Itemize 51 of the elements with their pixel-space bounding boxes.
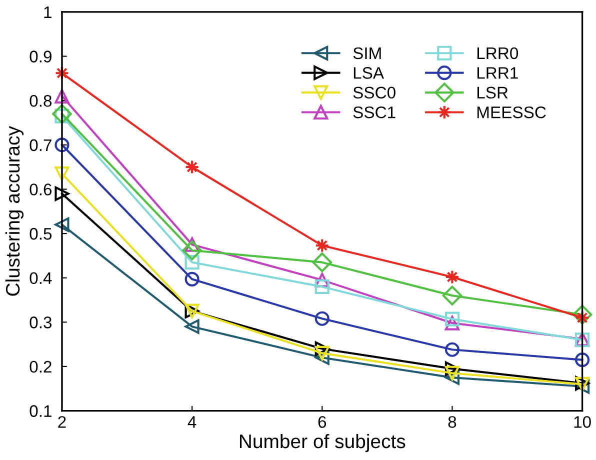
point xyxy=(444,316,460,330)
point xyxy=(314,311,330,326)
x-tick-label: 8 xyxy=(448,416,456,428)
legend-label: LSR xyxy=(477,86,508,99)
point xyxy=(444,366,460,380)
point xyxy=(572,304,592,325)
point xyxy=(314,279,330,294)
point xyxy=(444,370,460,385)
y-axis-title: Clustering accuracy xyxy=(5,126,24,296)
point xyxy=(54,88,70,104)
point xyxy=(314,341,330,356)
legend-label: LSA xyxy=(354,67,384,79)
point xyxy=(184,272,200,286)
y-tick-label: 0.1 xyxy=(30,405,52,417)
legend-label: SIM xyxy=(353,47,381,60)
legend-label: MEESSC xyxy=(477,106,546,118)
point xyxy=(314,346,330,360)
point xyxy=(574,352,590,368)
y-tick-label: 0.7 xyxy=(30,139,52,152)
point xyxy=(54,217,70,232)
point xyxy=(54,186,70,201)
y-tick-label: 1 xyxy=(44,6,52,18)
point xyxy=(52,104,72,124)
point xyxy=(54,166,70,181)
y-tick-label: 0.6 xyxy=(30,184,52,196)
y-tick-label: 0.3 xyxy=(30,316,52,328)
point xyxy=(314,350,330,365)
point xyxy=(182,240,202,260)
point xyxy=(442,286,462,306)
point xyxy=(312,252,332,272)
y-tick-label: 0.5 xyxy=(30,228,52,240)
point xyxy=(444,312,460,326)
y-tick-label: 0.2 xyxy=(30,360,52,373)
point xyxy=(444,361,460,376)
x-axis-title: Number of subjects xyxy=(240,434,406,452)
x-tick-label: 2 xyxy=(58,416,66,428)
x-tick-label: 4 xyxy=(188,416,196,428)
legend-label: SSC1 xyxy=(353,106,396,118)
point xyxy=(184,319,200,334)
point xyxy=(184,255,200,270)
y-tick-label: 0.8 xyxy=(30,94,52,107)
x-tick-label: 6 xyxy=(318,416,326,428)
point xyxy=(314,272,330,288)
legend-label: SSC0 xyxy=(353,86,396,99)
y-tick-label: 0.4 xyxy=(30,272,52,284)
legend-label: LRR1 xyxy=(477,67,518,79)
point xyxy=(444,342,460,357)
y-tick-label: 0.9 xyxy=(30,50,52,62)
x-tick-label: 10 xyxy=(574,416,591,428)
point xyxy=(54,138,70,152)
legend-label: LRR0 xyxy=(477,47,518,60)
